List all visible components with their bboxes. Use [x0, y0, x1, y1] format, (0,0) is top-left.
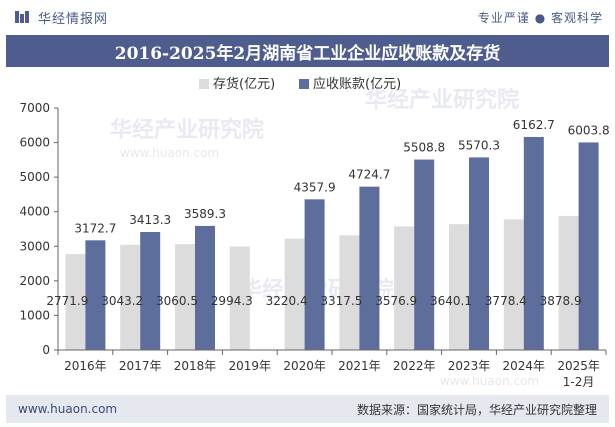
x-tick-label: 2019年 — [229, 359, 272, 373]
legend-label-2: 应收账款(亿元) — [313, 76, 401, 92]
top-bar: 华经情报网 专业严谨 ● 客观科学 — [0, 0, 615, 34]
x-tick-label: 2023年 — [448, 359, 491, 373]
value-label-inventory: 2994.3 — [211, 294, 253, 308]
brand-logo-icon — [15, 11, 29, 23]
value-label-receivables: 4357.9 — [294, 180, 336, 194]
x-tick-label: 2017年 — [119, 359, 162, 373]
y-tick-label: 1000 — [19, 308, 50, 322]
footer-website: www.huaon.com — [18, 402, 118, 416]
value-label-receivables: 4724.7 — [348, 168, 390, 182]
bar-inventory — [175, 244, 195, 350]
value-label-inventory: 2771.9 — [46, 294, 88, 308]
x-tick-label: 2018年 — [174, 359, 217, 373]
value-label-receivables: 6162.7 — [513, 118, 555, 132]
y-tick-label: 5000 — [19, 170, 50, 184]
x-tick-label: 1-2月 — [563, 375, 595, 389]
value-label-inventory: 3576.9 — [375, 294, 417, 308]
footer: www.huaon.com 数据来源：国家统计局，华经产业研究院整理 — [6, 395, 609, 423]
value-label-inventory: 3778.4 — [485, 294, 527, 308]
bar-inventory — [503, 219, 524, 350]
value-label-inventory: 3640.1 — [430, 294, 472, 308]
watermark-text-2: 华经产业研究院 — [110, 117, 264, 143]
y-tick-label: 6000 — [19, 136, 50, 150]
value-label-receivables: 5570.3 — [458, 138, 500, 152]
bar-receivables — [195, 225, 215, 350]
bar-inventory — [284, 238, 305, 350]
value-label-inventory: 3043.2 — [101, 294, 143, 308]
bar-inventory — [229, 246, 250, 350]
bar-receivables — [578, 142, 599, 350]
x-tick-label: 2024年 — [503, 359, 546, 373]
brand-name: 华经情报网 — [38, 11, 109, 27]
x-tick-label: 2022年 — [393, 359, 436, 373]
bar-receivables — [140, 231, 161, 350]
y-tick-label: 3000 — [19, 239, 50, 253]
y-tick-label: 7000 — [19, 101, 50, 115]
legend-swatch-1 — [199, 79, 209, 89]
brand: 华经情报网 — [14, 8, 108, 27]
value-label-receivables: 5508.8 — [403, 141, 445, 155]
bar-receivables — [85, 240, 106, 350]
legend-label-1: 存货(亿元) — [213, 76, 275, 92]
watermark-url-1: www.huaon.com — [120, 146, 219, 160]
x-axis: 2016年 2017年 2018年 2019年 2020年 2021年 2022年 2023年… — [57, 349, 607, 389]
x-tick-label: 2016年 — [64, 359, 107, 373]
value-label-inventory: 3220.4 — [266, 294, 308, 308]
bar-inventory — [120, 244, 141, 350]
y-tick-label: 2000 — [19, 274, 50, 288]
value-label-receivables: 3172.7 — [74, 221, 116, 235]
x-tick-label: 2020年 — [283, 359, 326, 373]
value-label-inventory: 3060.5 — [156, 294, 198, 308]
bar-receivables — [304, 199, 325, 350]
bar-receivables — [523, 136, 544, 350]
x-tick-label: 2021年 — [338, 359, 381, 373]
value-label-receivables: 6003.8 — [568, 123, 610, 137]
bar-inventory — [449, 224, 469, 350]
bars — [65, 136, 599, 350]
legend: 存货(亿元) 应收账款(亿元) — [199, 76, 401, 92]
value-label-inventory: 3878.9 — [540, 294, 582, 308]
bar-inventory — [558, 215, 579, 350]
value-label-receivables: 3589.3 — [184, 207, 226, 221]
watermark-text-1: 华经产业研究院 — [365, 87, 519, 113]
value-label-inventory: 3317.5 — [320, 294, 362, 308]
tagline: 专业严谨 ● 客观科学 — [477, 10, 603, 25]
bar-inventory — [65, 254, 86, 350]
legend-swatch-2 — [299, 79, 309, 89]
y-tick-label: 4000 — [19, 205, 50, 219]
chart-title: 2016-2025年2月湖南省工业企业应收账款及存货 — [114, 43, 501, 64]
y-tick-label: 0 — [42, 343, 50, 357]
bar-inventory — [394, 226, 415, 350]
bar-chart: 华经产业研究院 华经产业研究院 www.huaon.com 华经产业研究院 ww… — [19, 76, 609, 389]
chart-title-band: 2016-2025年2月湖南省工业企业应收账款及存货 — [6, 35, 609, 67]
bar-receivables — [414, 159, 435, 350]
watermark-url-2: www.huaon.com — [440, 374, 539, 388]
value-labels: 2771.9 3172.7 3043.2 3413.3 3060.5 3589.3 2994… — [46, 118, 609, 308]
y-axis: 0 1000 2000 3000 4000 5000 6000 7000 — [19, 101, 59, 357]
x-tick-label: 2025年 — [557, 359, 600, 373]
bar-inventory — [339, 235, 360, 350]
footer-source: 数据来源：国家统计局，华经产业研究院整理 — [356, 402, 597, 417]
bar-receivables — [359, 186, 380, 350]
value-label-receivables: 3413.3 — [129, 213, 171, 227]
bar-receivables — [469, 157, 489, 350]
